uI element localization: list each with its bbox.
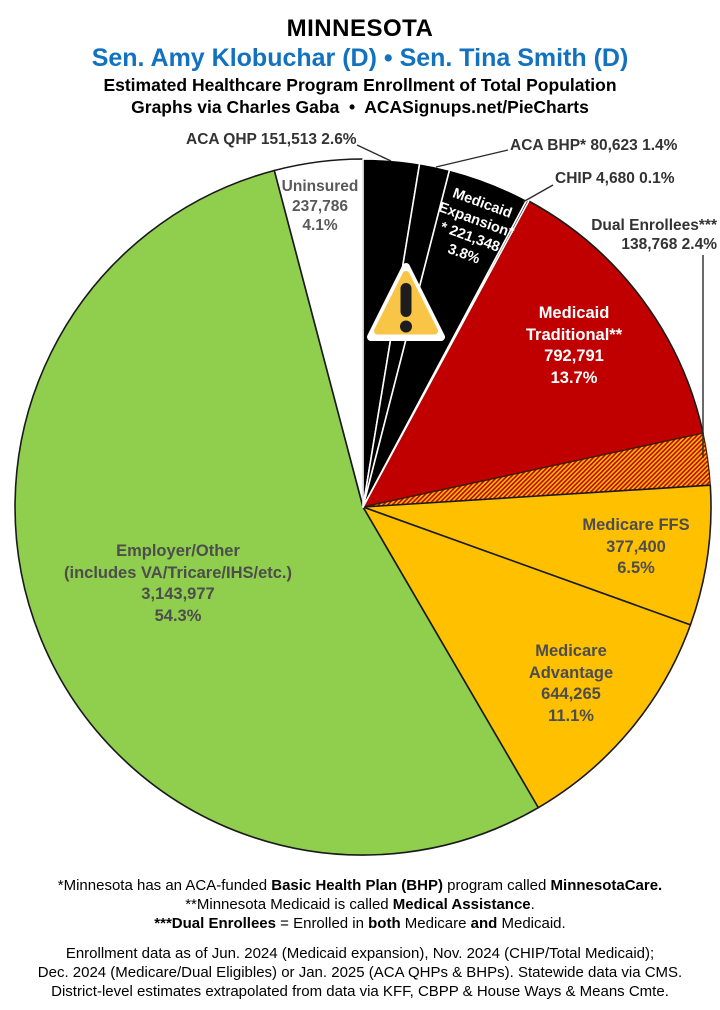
slice-employer-other-includes-va-tricare-ihs-etc xyxy=(14,169,540,856)
slice-medicare-ffs xyxy=(362,484,712,626)
medicare-ffs-label: Medicare FFS 377,400 6.5% xyxy=(582,516,690,577)
pie-slices xyxy=(14,158,712,856)
subtitle-credit: Graphs via Charles Gaba • ACASignups.net… xyxy=(131,97,589,117)
warning-triangle-icon xyxy=(367,263,445,341)
slice-medicaid-traditional xyxy=(362,200,704,508)
callout-leader-lines xyxy=(356,144,704,458)
state-title: MINNESOTA xyxy=(286,15,434,42)
footnote-medicaid: **Minnesota Medicaid is called Medical A… xyxy=(185,896,535,913)
aca-qhp-callout: ACA QHP 151,513 2.6% xyxy=(186,131,357,148)
footnote-dual: ***Dual Enrollees = Enrolled in both Med… xyxy=(154,915,566,932)
senators-line: Sen. Amy Klobuchar (D) • Sen. Tina Smith… xyxy=(91,44,629,72)
footnote-source-3: District-level estimates extrapolated fr… xyxy=(51,983,669,1000)
leader-line xyxy=(356,144,392,162)
footnote-bhp: *Minnesota has an ACA-funded Basic Healt… xyxy=(57,877,663,894)
footnote-source-1: Enrollment data as of Jun. 2024 (Medicai… xyxy=(65,945,655,962)
slice-medicare-advantage xyxy=(362,506,692,809)
medicare-advantage-label: Medicare Advantage 644,265 11.1% xyxy=(528,642,614,725)
aca-bhp-callout: ACA BHP* 80,623 1.4% xyxy=(510,137,678,154)
dual-enrollees-callout: Dual Enrollees*** 138,768 2.4% xyxy=(591,217,717,253)
subtitle-enrollment: Estimated Healthcare Program Enrollment … xyxy=(103,75,617,95)
leader-line xyxy=(435,149,509,168)
leader-line xyxy=(522,184,554,203)
medicaid-traditional-label: Medicaid Traditional** 792,791 13.7% xyxy=(525,304,623,387)
chip-callout: CHIP 4,680 0.1% xyxy=(555,170,675,187)
uninsured-label: Uninsured 237,786 4.1% xyxy=(281,178,359,234)
footnote-source-2: Dec. 2024 (Medicare/Dual Eligibles) or J… xyxy=(37,964,683,981)
employer-other-label: Employer/Other (includes VA/Tricare/IHS/… xyxy=(63,542,293,625)
